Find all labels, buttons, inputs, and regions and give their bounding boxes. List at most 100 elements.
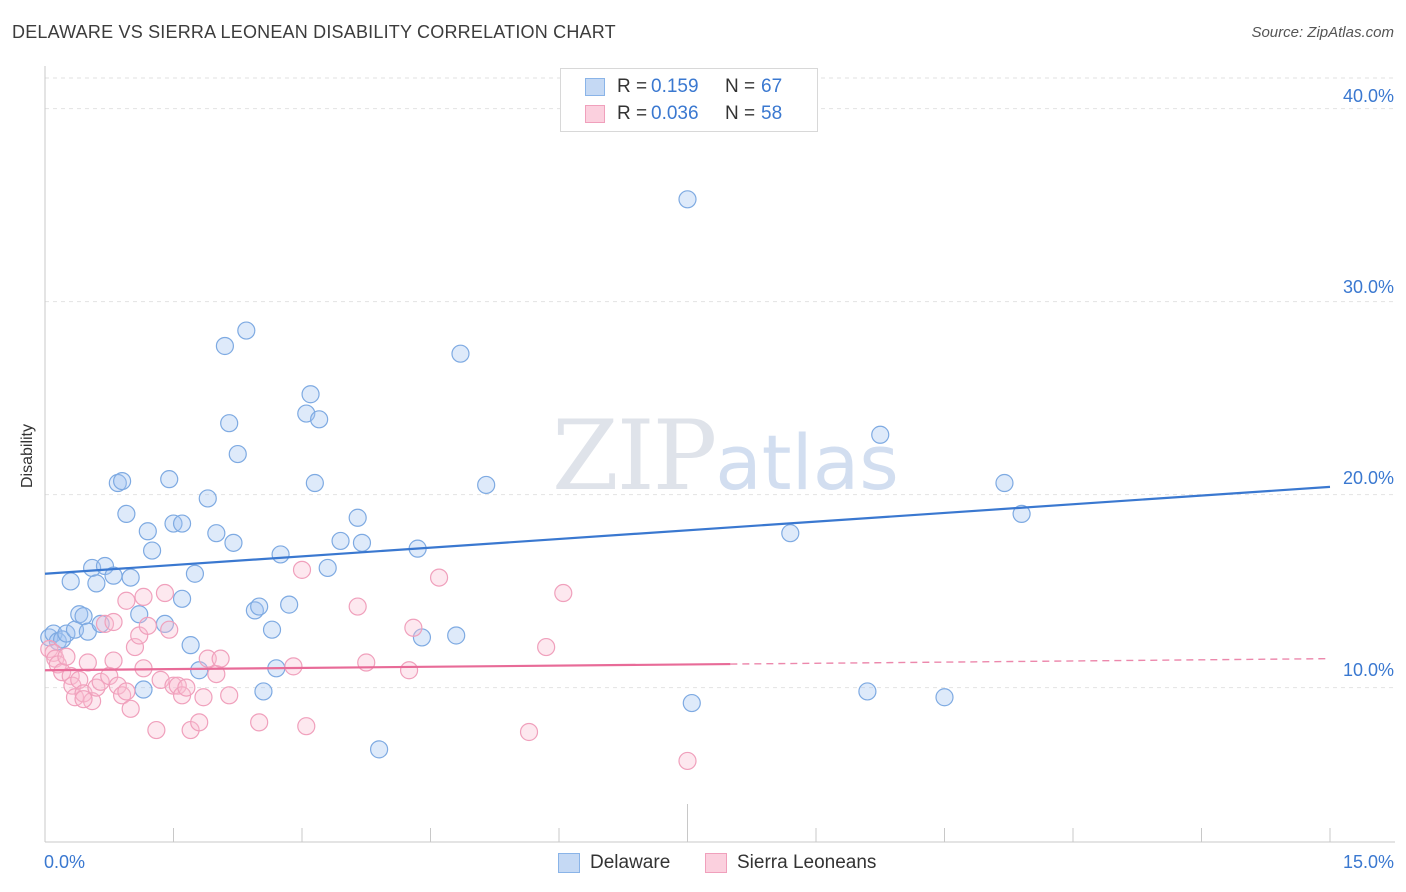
legend-r-value: 0.036 — [651, 103, 699, 124]
data-point-sierra-leoneans — [104, 612, 123, 632]
data-point-sierra-leoneans — [399, 661, 419, 680]
data-point-delaware — [198, 489, 217, 508]
data-point-sierra-leoneans — [117, 682, 136, 701]
data-point-delaware — [207, 524, 226, 543]
data-point-delaware — [280, 595, 299, 614]
data-point-delaware — [858, 682, 877, 701]
legend-swatch-delaware — [585, 78, 605, 96]
legend-row-sierra-leoneans: R = 0.036 N = 58 — [585, 102, 782, 126]
data-point-sierra-leoneans — [117, 591, 136, 610]
data-point-delaware — [305, 473, 324, 493]
series-swatch-sierra-leoneans — [705, 853, 727, 873]
series-legend-delaware[interactable]: Delaware — [558, 852, 670, 874]
data-point-delaware — [348, 508, 367, 527]
data-point-sierra-leoneans — [138, 616, 157, 635]
data-point-sierra-leoneans — [74, 690, 93, 709]
data-point-delaware — [310, 410, 329, 429]
y-tick-label: 40.0% — [1342, 86, 1394, 106]
data-point-sierra-leoneans — [57, 647, 76, 666]
data-point-sierra-leoneans — [429, 568, 449, 587]
data-point-delaware — [254, 682, 273, 701]
legend-n-label: N = — [725, 76, 756, 97]
data-point-sierra-leoneans — [678, 751, 697, 771]
trendline-delaware — [44, 485, 1331, 575]
data-point-delaware — [262, 620, 282, 639]
legend-r-label: R = — [617, 76, 648, 97]
data-point-sierra-leoneans — [220, 686, 239, 705]
series-legend: Delaware Sierra Leoneans — [0, 852, 1406, 878]
data-point-sierra-leoneans — [125, 637, 145, 657]
series-swatch-delaware — [558, 853, 580, 873]
data-point-delaware — [61, 572, 80, 591]
data-point-delaware — [271, 545, 290, 564]
data-point-sierra-leoneans — [198, 649, 217, 668]
data-point-delaware — [995, 473, 1014, 493]
data-point-delaware — [181, 636, 200, 655]
data-point-delaware — [185, 564, 205, 583]
data-point-sierra-leoneans — [211, 649, 230, 668]
data-point-sierra-leoneans — [348, 597, 367, 616]
data-point-delaware — [237, 321, 256, 340]
data-point-delaware — [160, 470, 179, 489]
series-label-sierra-leoneans: Sierra Leoneans — [737, 852, 877, 873]
series-label-delaware: Delaware — [590, 852, 671, 873]
trendline-sierra-leoneans — [44, 662, 731, 672]
trendline-sierra-leoneans-extension — [730, 657, 1331, 665]
data-point-sierra-leoneans — [519, 722, 539, 742]
data-point-delaware — [142, 541, 162, 560]
y-tick-label: 10.0% — [1342, 660, 1394, 680]
data-point-delaware — [121, 568, 140, 587]
data-point-sierra-leoneans — [160, 620, 179, 639]
data-point-delaware — [447, 626, 466, 645]
data-point-delaware — [138, 522, 157, 541]
chart-source: Source: ZipAtlas.com — [1251, 24, 1394, 41]
legend-n-value: 67 — [761, 76, 783, 97]
legend-r-value: 0.159 — [651, 76, 699, 97]
x-tick-label-max: 15.0% — [1342, 852, 1394, 872]
data-point-delaware — [301, 385, 320, 404]
y-tick-label: 30.0% — [1342, 277, 1394, 297]
watermark: ZIPatlas — [552, 400, 899, 512]
data-point-delaware — [134, 680, 153, 699]
legend-n-value: 58 — [761, 103, 783, 124]
data-point-sierra-leoneans — [134, 587, 153, 606]
data-point-sierra-leoneans — [297, 717, 316, 736]
watermark-atlas: atlas — [715, 418, 899, 507]
data-point-delaware — [935, 688, 954, 707]
data-point-delaware — [331, 531, 350, 551]
data-point-sierra-leoneans — [78, 653, 97, 672]
data-point-delaware — [678, 190, 697, 209]
data-point-sierra-leoneans — [284, 657, 303, 676]
chart-title: DELAWARE VS SIERRA LEONEAN DISABILITY CO… — [12, 22, 616, 42]
data-point-sierra-leoneans — [194, 688, 213, 707]
watermark-zip: ZIP — [552, 400, 717, 512]
data-point-sierra-leoneans — [147, 720, 166, 740]
y-axis-label: Disability — [19, 423, 36, 489]
data-point-delaware — [215, 336, 234, 356]
data-point-delaware — [370, 740, 389, 759]
legend-swatch-sierra-leoneans — [585, 105, 605, 123]
data-point-sierra-leoneans — [554, 583, 573, 603]
data-point-delaware — [172, 589, 192, 608]
y-tick-label: 20.0% — [1342, 468, 1394, 488]
data-point-delaware — [224, 533, 243, 552]
data-point-delaware — [250, 597, 269, 616]
data-point-sierra-leoneans — [104, 651, 123, 670]
x-tick-label-min: 0.0% — [44, 852, 86, 872]
data-point-sierra-leoneans — [121, 699, 140, 718]
data-point-delaware — [228, 444, 247, 464]
data-point-sierra-leoneans — [404, 618, 423, 637]
legend-r-label: R = — [617, 103, 648, 124]
correlation-legend: R = 0.159 N = 67 R = 0.036 N = 58 — [560, 68, 818, 132]
data-point-sierra-leoneans — [190, 713, 209, 732]
data-point-delaware — [172, 514, 192, 533]
data-point-sierra-leoneans — [70, 670, 89, 689]
data-point-sierra-leoneans — [537, 637, 556, 657]
data-point-delaware — [477, 475, 496, 495]
data-point-delaware — [871, 425, 890, 444]
legend-row-delaware: R = 0.159 N = 67 — [585, 75, 782, 99]
data-point-delaware — [112, 471, 132, 491]
series-legend-sierra-leoneans[interactable]: Sierra Leoneans — [705, 852, 876, 874]
data-point-delaware — [1012, 504, 1031, 524]
